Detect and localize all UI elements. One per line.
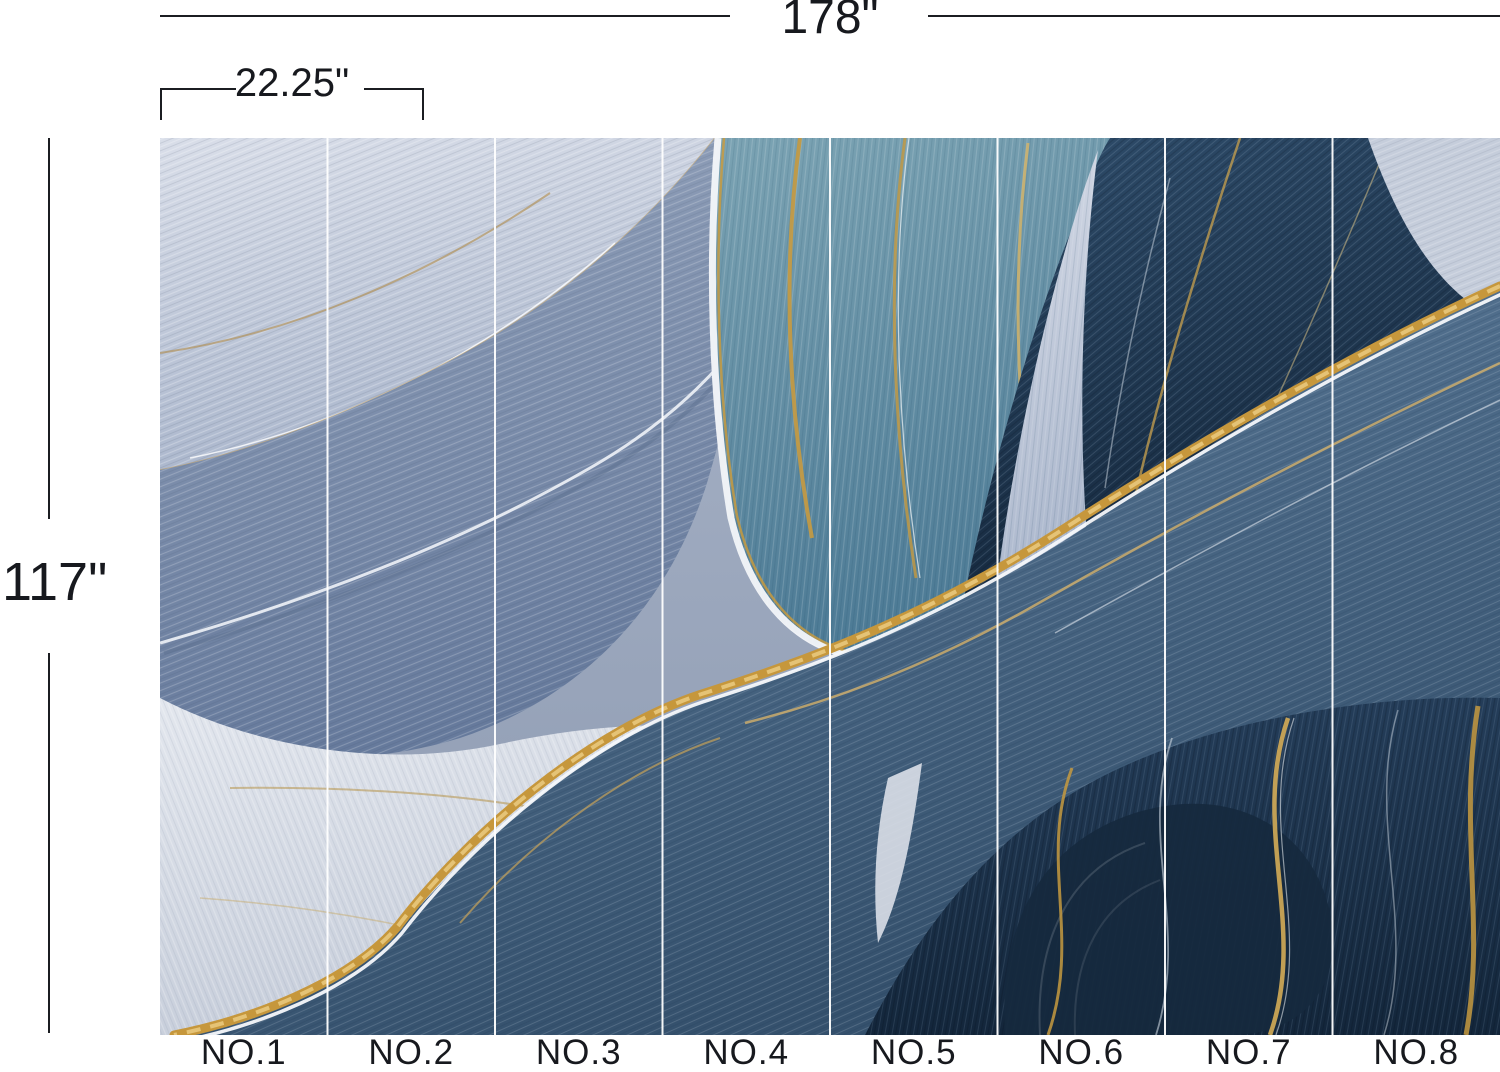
total-width-dimension: 178" — [0, 0, 1500, 60]
panel-label-2: NO.2 — [328, 1036, 496, 1070]
dimension-line-segment — [928, 15, 1500, 17]
panel-label-4: NO.4 — [663, 1036, 831, 1070]
panel-label-5: NO.5 — [830, 1036, 998, 1070]
total-height-label: 117" — [2, 554, 122, 610]
panel-label-3: NO.3 — [495, 1036, 663, 1070]
total-height-dimension: 117" — [0, 0, 160, 1070]
panel-label-6: NO.6 — [998, 1036, 1166, 1070]
panel-width-label: 22.25" — [160, 62, 424, 104]
dimension-line-segment — [48, 138, 50, 519]
dimension-line-segment — [160, 15, 730, 17]
total-width-label: 178" — [720, 0, 940, 44]
panel-labels-row: NO.1 NO.2 NO.3 NO.4 NO.5 NO.6 NO.7 NO.8 — [160, 1036, 1500, 1070]
mural-artwork — [160, 138, 1500, 1035]
panel-label-1: NO.1 — [160, 1036, 328, 1070]
panel-label-8: NO.8 — [1333, 1036, 1500, 1070]
panel-label-7: NO.7 — [1165, 1036, 1333, 1070]
dimension-line-segment — [48, 653, 50, 1033]
